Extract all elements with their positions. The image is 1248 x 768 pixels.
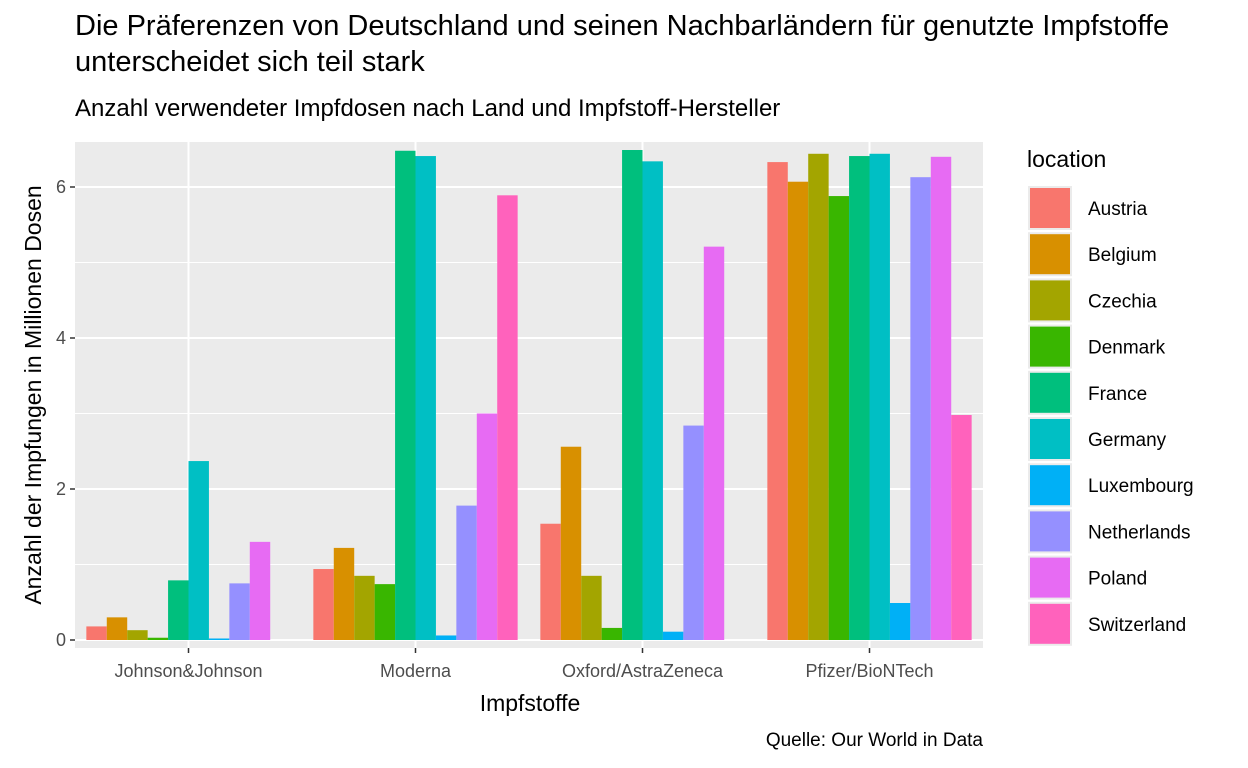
bar-luxembourg-0 <box>208 638 230 640</box>
bar-czechia-0 <box>127 630 148 640</box>
legend-label-germany: Germany <box>1088 430 1167 451</box>
bar-germany-0 <box>188 461 209 640</box>
bar-denmark-3 <box>828 196 850 640</box>
legend-label-austria: Austria <box>1088 199 1148 220</box>
bar-france-0 <box>168 580 189 640</box>
legend: location Austria Belgium Czechia Denmark Fra… <box>1027 146 1194 646</box>
x-axis-ticks: Johnson&Johnson Moderna Oxford/AstraZeneca… <box>114 648 934 681</box>
y-tick-label: 6 <box>56 177 66 197</box>
legend-label-belgium: Belgium <box>1088 245 1157 266</box>
bar-poland-1 <box>476 413 498 640</box>
legend-label-poland: Poland <box>1088 569 1147 590</box>
x-tick-label: Pfizer/BioNTech <box>805 661 933 681</box>
legend-swatch-switzerland <box>1030 603 1070 644</box>
bar-belgium-0 <box>106 617 128 640</box>
x-tick-label: Oxford/AstraZeneca <box>562 661 724 681</box>
bar-austria-1 <box>313 569 334 640</box>
legend-label-denmark: Denmark <box>1088 338 1166 359</box>
bar-france-1 <box>395 150 416 640</box>
legend-swatch-czechia <box>1030 280 1070 321</box>
legend-swatch-netherlands <box>1030 511 1070 552</box>
bar-denmark-2 <box>601 627 623 640</box>
bar-belgium-2 <box>560 446 582 640</box>
bar-switzerland-3 <box>951 415 972 640</box>
x-axis-title: Impfstoffe <box>480 690 581 716</box>
legend-swatch-germany <box>1030 419 1070 459</box>
bar-poland-3 <box>930 156 952 641</box>
bar-czechia-3 <box>808 153 829 640</box>
bar-germany-2 <box>642 161 663 640</box>
y-axis-title: Anzahl der Impfungen in Millionen Dosen <box>20 185 46 604</box>
bar-switzerland-1 <box>497 195 518 640</box>
bar-netherlands-2 <box>683 425 704 640</box>
legend-title: location <box>1027 146 1106 172</box>
y-tick-label: 0 <box>56 630 66 650</box>
bar-germany-1 <box>415 156 436 641</box>
bar-denmark-0 <box>147 637 169 640</box>
bar-austria-2 <box>540 523 561 640</box>
legend-label-luxembourg: Luxembourg <box>1088 476 1194 497</box>
chart-subtitle: Anzahl verwendeter Impfdosen nach Land u… <box>75 95 781 122</box>
bar-netherlands-1 <box>456 505 477 640</box>
bar-belgium-3 <box>787 181 809 640</box>
legend-swatch-denmark <box>1030 326 1070 367</box>
legend-label-switzerland: Switzerland <box>1088 615 1186 636</box>
legend-swatch-france <box>1030 372 1070 413</box>
bar-luxembourg-1 <box>435 635 457 640</box>
bar-poland-2 <box>703 246 725 640</box>
x-tick-label: Moderna <box>380 661 452 681</box>
bar-luxembourg-3 <box>889 603 911 640</box>
bar-france-3 <box>849 156 870 641</box>
legend-swatch-poland <box>1030 557 1070 598</box>
bar-czechia-1 <box>354 575 375 640</box>
legend-label-czechia: Czechia <box>1088 291 1157 312</box>
chart-title: Die Präferenzen von Deutschland und sein… <box>75 10 1170 78</box>
bar-france-2 <box>622 150 643 640</box>
legend-swatch-austria <box>1030 188 1070 228</box>
bar-group <box>86 150 972 641</box>
bar-austria-3 <box>767 162 788 640</box>
bar-czechia-2 <box>581 575 602 640</box>
bar-germany-3 <box>869 153 890 640</box>
bar-austria-0 <box>86 626 107 640</box>
source-caption: Quelle: Our World in Data <box>765 730 983 751</box>
y-tick-label: 4 <box>56 328 66 348</box>
legend-label-france: France <box>1088 384 1147 405</box>
y-tick-label: 2 <box>56 479 66 499</box>
bar-poland-0 <box>249 541 271 640</box>
legend-label-netherlands: Netherlands <box>1088 522 1190 543</box>
legend-swatch-belgium <box>1030 234 1070 275</box>
bar-denmark-1 <box>374 584 396 640</box>
bar-luxembourg-2 <box>662 631 684 640</box>
x-tick-label: Johnson&Johnson <box>114 661 262 681</box>
y-axis-ticks: 0 2 4 6 <box>56 177 75 650</box>
bar-belgium-1 <box>333 547 355 640</box>
bar-netherlands-3 <box>910 177 931 640</box>
legend-swatch-luxembourg <box>1030 465 1070 506</box>
bar-netherlands-0 <box>229 583 250 640</box>
